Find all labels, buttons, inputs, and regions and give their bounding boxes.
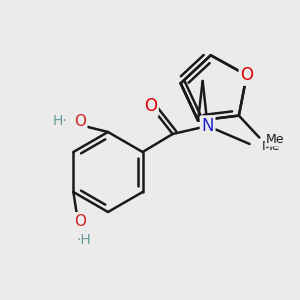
Text: N: N — [201, 117, 214, 135]
Text: O: O — [74, 214, 86, 229]
Text: O: O — [144, 97, 157, 115]
Text: Me: Me — [262, 140, 280, 152]
Text: O: O — [240, 66, 253, 84]
Text: Me: Me — [265, 133, 284, 146]
Text: H·: H· — [52, 114, 68, 128]
Text: ·H: ·H — [77, 233, 92, 247]
Text: O: O — [74, 113, 86, 128]
